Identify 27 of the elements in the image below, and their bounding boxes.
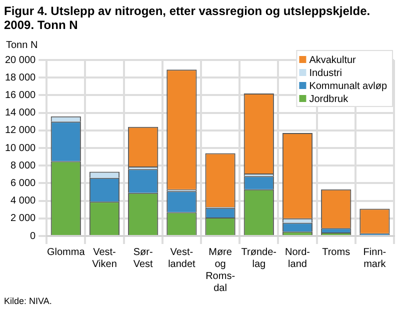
y-tick-label: 8 000	[10, 160, 36, 172]
x-tick-label: Vest-landet	[168, 246, 196, 270]
y-tick-label: 18 000	[4, 72, 36, 84]
y-tick-label: 4 000	[10, 196, 36, 207]
legend-label: Industri	[309, 68, 342, 79]
y-tick-label: 14 000	[4, 108, 36, 119]
x-tick-label: Vest-Viken	[92, 246, 117, 270]
y-tick-label: 20 000	[4, 54, 36, 66]
y-tick-label: 12 000	[4, 125, 36, 136]
x-tick-label: Finn-mark	[363, 246, 387, 270]
y-axis-title: Tonn N	[6, 40, 38, 51]
legend-label: Jordbruk	[309, 94, 350, 105]
x-tick-label: Trønde-lag	[241, 246, 276, 270]
chart-title: Figur 4. Utslepp av nitrogen, etter vassregion og utsleppskjelde. 2009. Tonn N	[3, 3, 372, 32]
x-tick-label: Møre og Roms-dal	[206, 246, 236, 294]
y-tick-label: 16 000	[4, 90, 36, 101]
x-tick-label: Glomma	[46, 246, 86, 258]
y-tick-label: 10 000	[4, 142, 36, 154]
legend-label: Akvakultur	[309, 54, 357, 66]
text: Kilde: NIVA.	[3, 296, 53, 306]
y-tick-label: 2 000	[10, 213, 36, 224]
y-tick-label: 0	[30, 230, 36, 242]
legend-label: Kommunalt avløp	[309, 80, 388, 92]
x-tick-label: Nord-land	[284, 246, 310, 270]
x-tick-label: Troms	[322, 246, 350, 258]
x-tick-label: Sør-Vest	[133, 246, 154, 270]
y-tick-label: 6 000	[10, 178, 36, 189]
